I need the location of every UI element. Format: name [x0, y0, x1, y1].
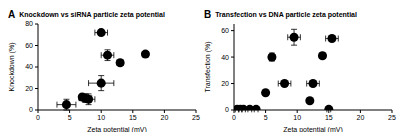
svg-text:Zeta potential (mV): Zeta potential (mV) — [283, 126, 343, 132]
svg-text:25: 25 — [192, 114, 200, 121]
svg-text:60: 60 — [221, 27, 229, 34]
svg-text:0: 0 — [29, 106, 33, 113]
svg-text:20: 20 — [25, 85, 33, 92]
svg-text:5: 5 — [68, 114, 72, 121]
svg-text:0: 0 — [232, 114, 236, 121]
html-text:A Knockdown vs siRNA particle: A Knockdown vs siRNA particle zeta poten… — [8, 8, 165, 20]
svg-text:0: 0 — [36, 114, 40, 121]
svg-text:40: 40 — [221, 54, 229, 61]
svg-text:60: 60 — [25, 42, 33, 49]
svg-text:15: 15 — [129, 114, 137, 121]
svg-text:20: 20 — [221, 80, 229, 87]
svg-text:15: 15 — [325, 114, 333, 121]
svg-text:10: 10 — [293, 114, 301, 121]
svg-text:40: 40 — [25, 63, 33, 70]
svg-text:20: 20 — [161, 114, 169, 121]
svg-text:0: 0 — [225, 106, 229, 113]
svg-text:80: 80 — [25, 20, 33, 27]
svg-text:20: 20 — [357, 114, 365, 121]
svg-text:10: 10 — [97, 114, 105, 121]
html-text:B Transfection vs DNA particle: B Transfection vs DNA particle zeta pote… — [204, 8, 357, 20]
svg-text:Knockdown (%): Knockdown (%) — [8, 42, 16, 91]
svg-text:Zeta potential (mV): Zeta potential (mV) — [87, 126, 147, 132]
svg-text:5: 5 — [264, 114, 268, 121]
svg-text:25: 25 — [388, 114, 396, 121]
svg-text:Transfection (%): Transfection (%) — [204, 41, 212, 92]
